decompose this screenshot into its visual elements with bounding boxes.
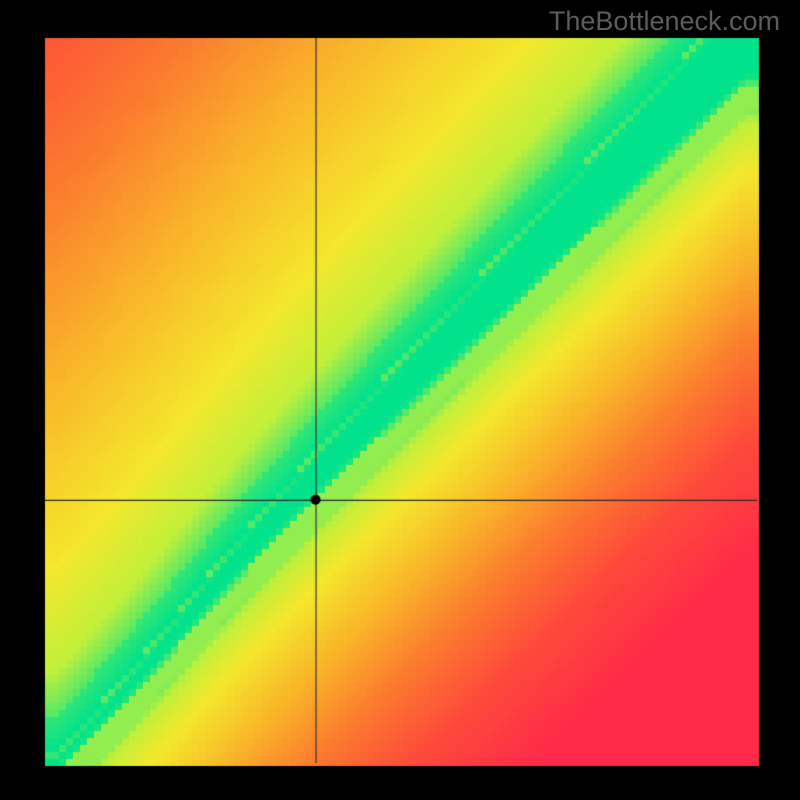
- bottleneck-heatmap: [0, 0, 800, 800]
- watermark-text: TheBottleneck.com: [549, 6, 780, 37]
